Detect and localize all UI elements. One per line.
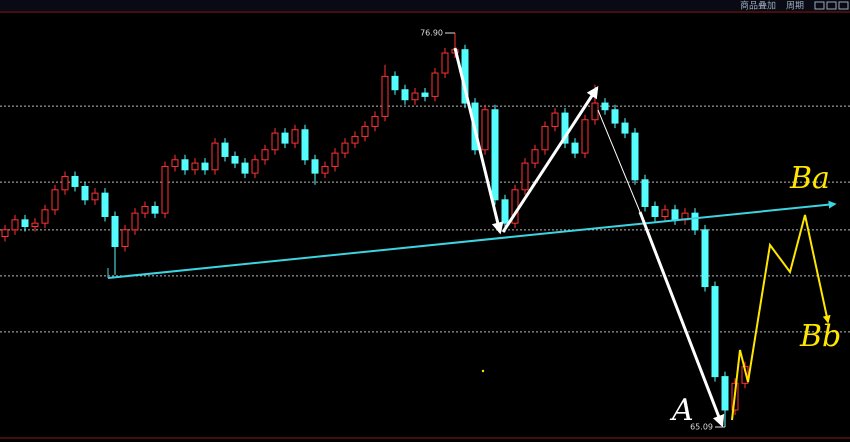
- extreme-label: 65.09: [690, 422, 713, 431]
- candle-body: [721, 376, 729, 411]
- candles: [1, 33, 749, 427]
- toolbar: [0, 0, 850, 11]
- candle-body: [421, 92, 429, 97]
- candle-body: [381, 75, 389, 117]
- candle-body: [231, 155, 239, 164]
- candle-body: [61, 175, 69, 191]
- drawings: Ba Bb A: [107, 47, 841, 428]
- candle-body: [91, 192, 99, 201]
- trend-line: [107, 200, 837, 279]
- candle-body: [121, 229, 129, 248]
- candle-body: [521, 162, 529, 191]
- candle-body: [611, 109, 619, 124]
- candle-body: [161, 165, 169, 214]
- candle-body: [431, 72, 439, 97]
- candle-body: [81, 185, 89, 201]
- candle-body: [571, 142, 579, 154]
- candle-body: [221, 142, 229, 157]
- candle-body: [341, 142, 349, 154]
- arrow: [638, 211, 725, 428]
- candle-body: [71, 175, 79, 187]
- candle-body: [321, 165, 329, 174]
- candle-body: [241, 162, 249, 174]
- button[interactable]: [838, 1, 849, 10]
- candle-body: [401, 89, 409, 101]
- candle-body: [391, 75, 399, 91]
- candle-body: [211, 142, 219, 171]
- candle-body: [351, 135, 359, 144]
- button[interactable]: [826, 1, 837, 10]
- candle-body: [621, 122, 629, 134]
- candle-body: [131, 212, 139, 231]
- window-buttons: [814, 1, 849, 10]
- menu-period[interactable]: 周期: [786, 1, 804, 12]
- candle-body: [361, 125, 369, 137]
- candle-body: [201, 162, 209, 171]
- candle-body: [11, 219, 19, 231]
- grid: [0, 105, 850, 333]
- candle-body: [141, 205, 149, 214]
- candle-body: [661, 209, 669, 217]
- candle-body: [441, 52, 449, 74]
- extreme-label: 76.90: [420, 29, 443, 38]
- candle-body: [181, 159, 189, 171]
- annotation: Ba: [789, 161, 830, 196]
- candle-body: [151, 205, 159, 214]
- candle-body: [111, 215, 119, 248]
- button[interactable]: [814, 1, 825, 10]
- candle-body: [191, 162, 199, 171]
- candle-body: [601, 102, 609, 111]
- candle-body: [561, 112, 569, 144]
- candle-body: [331, 152, 339, 167]
- candle-body: [411, 92, 419, 101]
- candle-body: [711, 286, 719, 378]
- candle-body: [261, 149, 269, 161]
- candle-body: [481, 109, 489, 151]
- candle-body: [551, 112, 559, 127]
- candle-body: [31, 222, 39, 227]
- candle-body: [641, 179, 649, 207]
- candle-body: [311, 159, 319, 174]
- candle-body: [101, 192, 109, 217]
- line: [597, 109, 641, 213]
- candle-body: [21, 219, 29, 227]
- candle-body: [531, 149, 539, 164]
- candle-body: [271, 132, 279, 151]
- candle-body: [281, 132, 289, 144]
- candle-body: [671, 209, 679, 221]
- candle-body: [701, 229, 709, 288]
- candle-body: [251, 159, 259, 174]
- candle-body: [651, 205, 659, 217]
- candle-body: [631, 132, 639, 181]
- candle-body: [581, 119, 589, 154]
- candle-body: [291, 129, 299, 144]
- annotation: A: [669, 393, 694, 428]
- projection: [731, 214, 831, 421]
- candle-body: [371, 115, 379, 127]
- candle-body: [41, 209, 49, 224]
- menu-overlay[interactable]: 商品叠加: [740, 0, 776, 12]
- dot: [481, 369, 485, 373]
- candle-body: [541, 125, 549, 151]
- candle-body: [1, 229, 9, 238]
- candle-body: [591, 102, 599, 121]
- annotation: Bb: [799, 319, 841, 354]
- candle-body: [301, 129, 309, 161]
- candle-body: [491, 109, 499, 201]
- candle-body: [691, 212, 699, 231]
- candle-body: [501, 199, 509, 224]
- candle-body: [171, 159, 179, 167]
- arrow: [453, 47, 504, 235]
- candle-body: [51, 189, 59, 211]
- arrow: [501, 85, 599, 233]
